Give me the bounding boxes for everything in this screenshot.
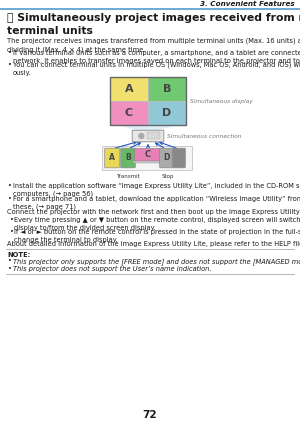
Text: This projector only supports the [FREE mode] and does not support the [MANAGED m: This projector only supports the [FREE m…	[13, 258, 300, 265]
Text: •: •	[8, 50, 12, 56]
Text: •: •	[8, 183, 12, 189]
Text: Every time pressing ▲ or ▼ button on the remote control, displayed screen will s: Every time pressing ▲ or ▼ button on the…	[14, 217, 300, 231]
Bar	[148, 77, 186, 101]
Text: A: A	[109, 154, 115, 162]
Text: C: C	[145, 150, 151, 159]
Text: Ⓩ Simultaneously project images received from multiple
terminal units: Ⓩ Simultaneously project images received…	[7, 13, 300, 36]
Text: A: A	[125, 84, 133, 94]
Text: Transmit: Transmit	[116, 174, 140, 179]
Text: •: •	[10, 217, 14, 223]
Text: About detailed information of the Image Express Utility Lite, please refer to th: About detailed information of the Image …	[7, 241, 300, 247]
Polygon shape	[118, 125, 178, 131]
Text: NOTE:: NOTE:	[7, 252, 30, 258]
Bar	[133, 161, 163, 163]
FancyBboxPatch shape	[160, 148, 172, 168]
Text: D: D	[162, 108, 172, 118]
Text: Stop: Stop	[162, 174, 174, 179]
Text: 72: 72	[143, 410, 157, 420]
Text: Simultaneous connection: Simultaneous connection	[167, 134, 242, 138]
FancyBboxPatch shape	[121, 148, 135, 168]
Text: Connect the projector with the network first and then boot up the Image Express : Connect the projector with the network f…	[7, 209, 300, 215]
Text: B: B	[125, 154, 131, 162]
Text: •: •	[8, 196, 12, 202]
Text: This projector does not support the User’s name indication.: This projector does not support the User…	[13, 266, 211, 272]
Text: The projector receives images transferred from multiple terminal units (Max. 16 : The projector receives images transferre…	[7, 38, 300, 53]
Text: •: •	[8, 62, 12, 68]
Circle shape	[139, 134, 144, 138]
Bar	[146, 132, 160, 140]
Text: •: •	[8, 258, 12, 264]
Text: C: C	[125, 108, 133, 118]
Text: For a smartphone and a tablet, download the application “Wireless Image Utility”: For a smartphone and a tablet, download …	[13, 196, 300, 210]
Text: You can connect terminal units in multiple OS (Windows, Mac OS, Android, and iOS: You can connect terminal units in multip…	[13, 62, 300, 76]
FancyBboxPatch shape	[134, 148, 161, 161]
Bar	[110, 77, 186, 125]
FancyBboxPatch shape	[132, 130, 164, 142]
FancyBboxPatch shape	[173, 148, 185, 168]
Text: Install the application software “Image Express Utility Lite”, included in the C: Install the application software “Image …	[13, 183, 300, 197]
FancyBboxPatch shape	[105, 148, 119, 168]
Bar	[148, 101, 186, 125]
Text: B: B	[163, 84, 171, 94]
Bar	[110, 101, 148, 125]
Bar	[102, 146, 192, 170]
Text: D: D	[163, 154, 169, 162]
Text: Simultaneous display: Simultaneous display	[190, 99, 253, 104]
Text: 3. Convenient Features: 3. Convenient Features	[200, 2, 295, 8]
Bar	[110, 77, 148, 101]
Text: •: •	[8, 266, 12, 272]
Text: •: •	[10, 229, 14, 235]
Text: If ◄ or ► button on the remote control is pressed in the state of projection in : If ◄ or ► button on the remote control i…	[14, 229, 300, 243]
Text: If various terminal units such as a computer, a smartphone, and a tablet are con: If various terminal units such as a comp…	[13, 50, 300, 64]
